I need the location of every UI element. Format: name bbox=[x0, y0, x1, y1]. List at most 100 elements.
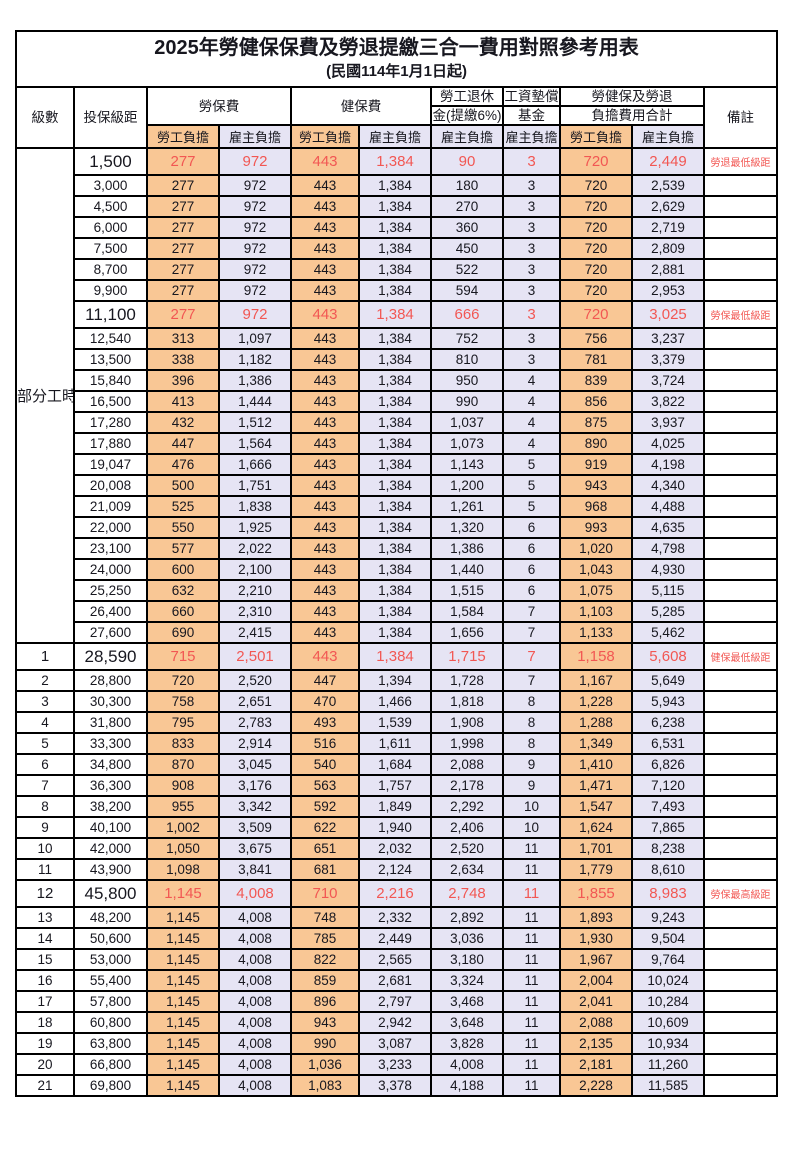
labor-employer-cell: 972 bbox=[218, 195, 292, 218]
labor-employer-cell: 4,008 bbox=[218, 906, 292, 929]
labor-employee-cell: 413 bbox=[146, 390, 220, 413]
note-cell bbox=[702, 621, 779, 644]
pension-employer-cell: 1,908 bbox=[430, 711, 504, 734]
labor-employer-cell: 2,022 bbox=[218, 537, 292, 560]
salary-cell: 19,047 bbox=[73, 453, 148, 476]
health-employee-cell: 1,083 bbox=[290, 1074, 360, 1097]
labor-employee-cell: 432 bbox=[146, 411, 220, 434]
note-cell bbox=[702, 579, 779, 602]
wage-fund-employer-cell: 11 bbox=[502, 1032, 561, 1055]
labor-employer-cell: 3,509 bbox=[218, 816, 292, 839]
labor-employer-cell: 972 bbox=[218, 237, 292, 260]
labor-employer-cell: 2,501 bbox=[218, 642, 292, 671]
total-employer-cell: 8,238 bbox=[631, 837, 705, 860]
note-cell bbox=[702, 774, 779, 797]
note-cell bbox=[702, 600, 779, 623]
labor-employer-cell: 1,386 bbox=[218, 369, 292, 392]
total-employer-cell: 3,379 bbox=[631, 348, 705, 371]
header-row-1: 級數 投保級距 勞保費 健保費 勞工退休 工資墊償 勞健保及勞退 備註 bbox=[15, 86, 779, 149]
note-cell bbox=[702, 279, 779, 302]
wage-fund-employer-cell: 4 bbox=[502, 432, 561, 455]
pension-employer-cell: 450 bbox=[430, 237, 504, 260]
wage-fund-employer-cell: 8 bbox=[502, 732, 561, 755]
total-employer-cell: 3,937 bbox=[631, 411, 705, 434]
total-employer-cell: 11,585 bbox=[631, 1074, 705, 1097]
pension-employer-cell: 2,520 bbox=[430, 837, 504, 860]
pension-employer-cell: 522 bbox=[430, 258, 504, 281]
health-employee-cell: 493 bbox=[290, 711, 360, 734]
labor-employer-cell: 2,520 bbox=[218, 669, 292, 692]
health-employee-cell: 443 bbox=[290, 279, 360, 302]
total-employer-cell: 4,930 bbox=[631, 558, 705, 581]
labor-employer-cell: 3,342 bbox=[218, 795, 292, 818]
wage-fund-employer-cell: 11 bbox=[502, 1011, 561, 1034]
table-row: 16,500 413 1,444 443 1,384 990 4 856 3,822 bbox=[16, 390, 779, 413]
table-row: 23,100 577 2,022 443 1,384 1,386 6 1,020 4,798 bbox=[16, 537, 779, 560]
health-employer-cell: 1,384 bbox=[358, 369, 432, 392]
salary-cell: 3,000 bbox=[73, 174, 148, 197]
wage-fund-employer-cell: 5 bbox=[502, 474, 561, 497]
labor-employer-cell: 972 bbox=[218, 279, 292, 302]
pension-employer-cell: 1,261 bbox=[430, 495, 504, 518]
health-employer-cell: 1,394 bbox=[358, 669, 432, 692]
health-employee-cell: 681 bbox=[290, 858, 360, 881]
total-employer-cell: 2,953 bbox=[631, 279, 705, 302]
labor-employee-cell: 833 bbox=[146, 732, 220, 755]
labor-employee-cell: 277 bbox=[146, 147, 220, 176]
health-employee-cell: 443 bbox=[290, 300, 360, 329]
pension-employer-cell: 1,515 bbox=[430, 579, 504, 602]
health-employee-cell: 443 bbox=[290, 411, 360, 434]
total-employer-cell: 9,764 bbox=[631, 948, 705, 971]
labor-employee-cell: 1,145 bbox=[146, 990, 220, 1013]
header-total-line1: 勞健保及勞退 bbox=[559, 86, 705, 107]
total-employer-cell: 5,649 bbox=[631, 669, 705, 692]
labor-employee-cell: 1,145 bbox=[146, 1053, 220, 1076]
table-row: 19,047 476 1,666 443 1,384 1,143 5 919 4,198 bbox=[16, 453, 779, 476]
labor-employee-cell: 476 bbox=[146, 453, 220, 476]
labor-employer-cell: 972 bbox=[218, 300, 292, 329]
health-employer-cell: 1,384 bbox=[358, 474, 432, 497]
pension-employer-cell: 1,728 bbox=[430, 669, 504, 692]
labor-employee-cell: 1,145 bbox=[146, 948, 220, 971]
header-row-2: 金(提繳6%) 基金 負擔費用合計 bbox=[16, 105, 777, 126]
health-employee-cell: 443 bbox=[290, 558, 360, 581]
wage-fund-employer-cell: 3 bbox=[502, 216, 561, 239]
health-employer-cell: 2,565 bbox=[358, 948, 432, 971]
health-employee-cell: 470 bbox=[290, 690, 360, 713]
level-cell: 3 bbox=[15, 690, 75, 713]
premium-reference-table: 2025年勞健保保費及勞退提繳三合一費用對照參考用表 (民國114年1月1日起)… bbox=[14, 30, 779, 1097]
labor-employee-cell: 313 bbox=[146, 327, 220, 350]
total-employer-cell: 7,493 bbox=[631, 795, 705, 818]
labor-employer-cell: 3,045 bbox=[218, 753, 292, 776]
salary-cell: 4,500 bbox=[73, 195, 148, 218]
health-employer-cell: 1,384 bbox=[358, 327, 432, 350]
labor-employer-cell: 1,097 bbox=[218, 327, 292, 350]
level-cell: 2 bbox=[15, 669, 75, 692]
health-employee-cell: 443 bbox=[290, 390, 360, 413]
note-cell: 勞保最高級距 bbox=[702, 879, 779, 908]
total-employer-cell: 7,865 bbox=[631, 816, 705, 839]
health-employee-cell: 516 bbox=[290, 732, 360, 755]
salary-cell: 42,000 bbox=[73, 837, 148, 860]
labor-employee-cell: 690 bbox=[146, 621, 220, 644]
labor-employer-cell: 2,415 bbox=[218, 621, 292, 644]
wage-fund-employer-cell: 3 bbox=[502, 327, 561, 350]
labor-employee-cell: 396 bbox=[146, 369, 220, 392]
pension-employer-cell: 666 bbox=[430, 300, 504, 329]
table-row: 22,000 550 1,925 443 1,384 1,320 6 993 4,635 bbox=[16, 516, 779, 539]
health-employer-cell: 1,384 bbox=[358, 147, 432, 176]
health-employer-cell: 1,384 bbox=[358, 453, 432, 476]
pension-employer-cell: 3,180 bbox=[430, 948, 504, 971]
labor-employer-cell: 4,008 bbox=[218, 1011, 292, 1034]
total-employee-cell: 781 bbox=[559, 348, 633, 371]
wage-fund-employer-cell: 3 bbox=[502, 174, 561, 197]
health-employee-cell: 443 bbox=[290, 216, 360, 239]
table-row: 6 34,800 870 3,045 540 1,684 2,088 9 1,410 6,826 bbox=[15, 753, 779, 776]
total-employee-cell: 1,893 bbox=[559, 906, 633, 929]
labor-employee-cell: 277 bbox=[146, 237, 220, 260]
health-employer-cell: 2,449 bbox=[358, 927, 432, 950]
subheader-labor-employer: 雇主負擔 bbox=[218, 124, 292, 149]
note-cell bbox=[702, 216, 779, 239]
health-employer-cell: 1,611 bbox=[358, 732, 432, 755]
health-employee-cell: 443 bbox=[290, 348, 360, 371]
